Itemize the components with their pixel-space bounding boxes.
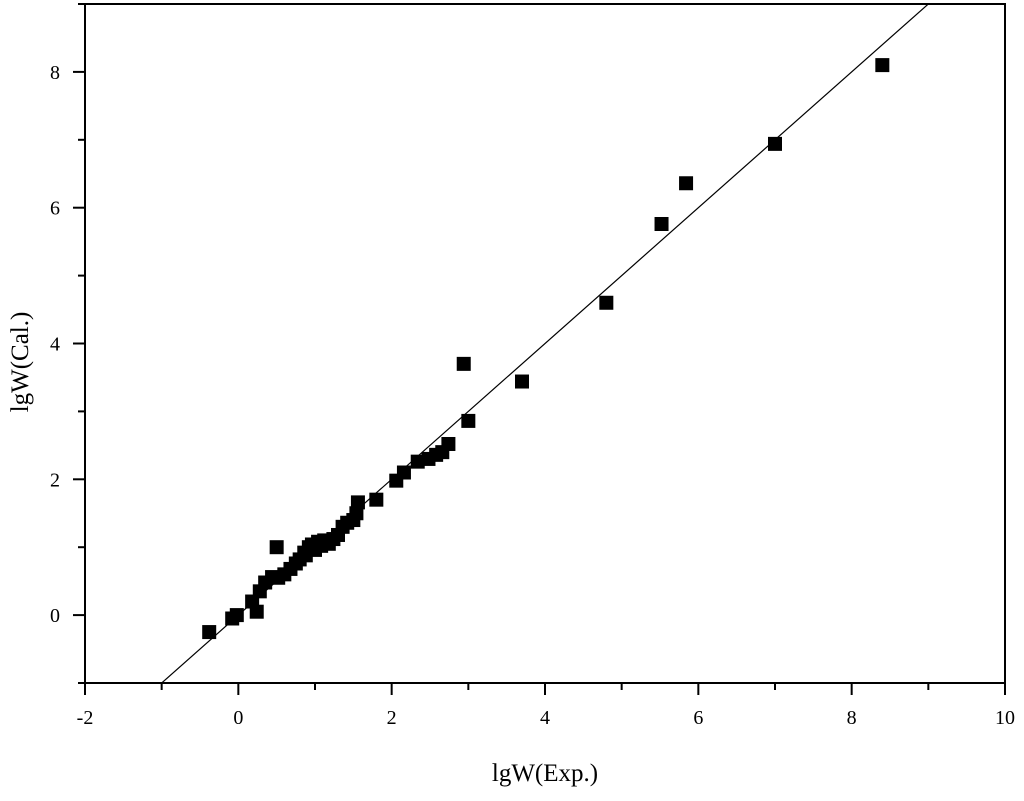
data-point	[202, 625, 217, 640]
data-point	[654, 216, 669, 231]
x-axis-ticks	[84, 683, 1006, 695]
data-point	[875, 58, 890, 73]
data-point	[768, 136, 782, 151]
data-point	[441, 436, 456, 451]
x-tick-label: 0	[233, 707, 243, 729]
data-point	[396, 465, 411, 480]
fit-line	[160, 4, 930, 683]
y-tick-label: 6	[50, 198, 60, 220]
y-axis-label: lgW(Cal.)	[7, 312, 34, 413]
data-point	[350, 495, 365, 510]
x-tick-label: 2	[387, 707, 397, 729]
data-point	[599, 295, 614, 310]
y-axis-ticks	[73, 3, 85, 684]
data-point	[515, 374, 529, 389]
x-tick-label: 10	[995, 707, 1015, 729]
x-axis-tick-labels: -2 0 2 4 6 8 10	[77, 707, 1015, 729]
data-point	[456, 356, 471, 371]
x-tick-label: -2	[77, 707, 94, 729]
y-tick-label: 8	[50, 62, 60, 84]
data-point	[410, 454, 425, 469]
y-axis-tick-labels: 0 2 4 6 8	[50, 62, 60, 627]
data-point	[679, 176, 694, 191]
data-point	[461, 413, 476, 428]
x-tick-label: 6	[693, 707, 703, 729]
data-point	[269, 540, 284, 555]
y-tick-label: 0	[50, 605, 60, 627]
data-point	[229, 608, 244, 623]
y-tick-label: 2	[50, 469, 60, 491]
x-tick-label: 8	[847, 707, 857, 729]
data-points	[202, 58, 890, 640]
data-point	[369, 492, 384, 507]
x-axis-label: lgW(Exp.)	[492, 760, 598, 787]
data-point	[249, 604, 264, 619]
data-point	[349, 506, 364, 521]
x-tick-label: 4	[540, 707, 550, 729]
y-tick-label: 4	[50, 334, 60, 356]
